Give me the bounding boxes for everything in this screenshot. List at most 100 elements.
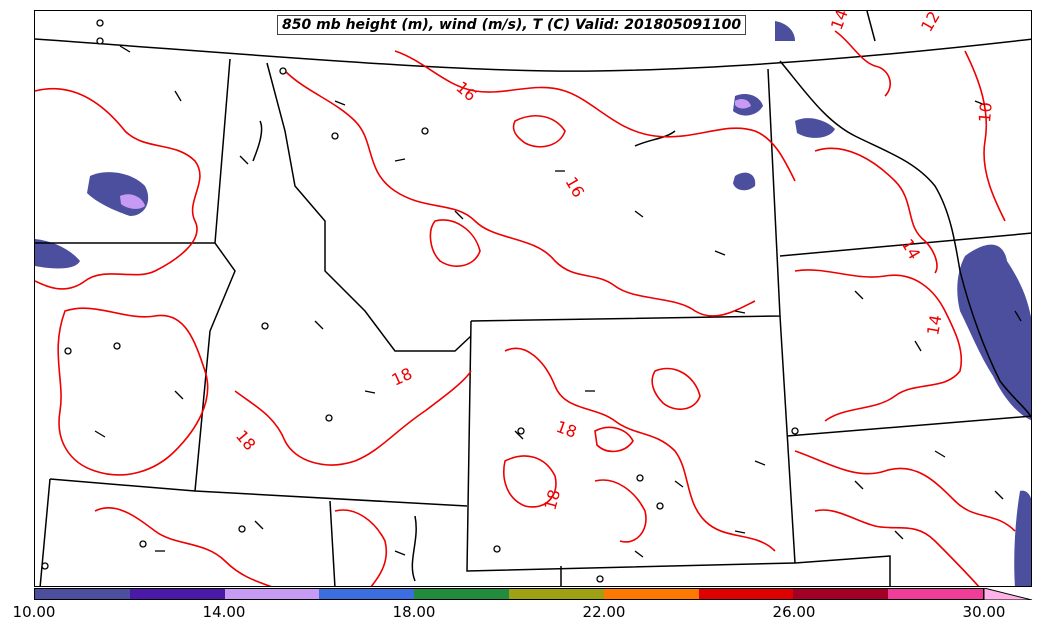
isotherm-contour [429,219,481,267]
calm-wind-marker [41,562,49,570]
calm-wind-marker [96,37,104,45]
wind-barb [334,100,346,106]
isotherm-contour [94,506,272,586]
state-border [786,415,1031,437]
colorbar-segment [319,589,415,599]
colorbar [34,588,984,600]
map-panel: 14 12 10 16 16 14 14 18 18 18 18 [34,10,1032,587]
wind-shading-area [735,98,751,109]
state-border [266,62,472,352]
calm-wind-marker [493,545,501,553]
wind-barb [174,90,182,102]
calm-wind-marker [96,19,104,27]
calm-wind-marker [139,540,147,548]
wind-barb [674,480,684,488]
boundary-layer [35,11,1031,586]
isotherm-contour [394,50,796,182]
isotherm-contour [594,426,634,453]
isotherm-label: 14 [898,236,925,263]
isotherm-contour [964,50,1006,222]
wind-barb [754,460,766,466]
wind-barb [734,530,746,534]
colorbar-segment [793,589,889,599]
wind-shading-area [775,21,795,41]
isotherm-label: 18 [541,487,565,512]
river-border [252,120,676,582]
isotherm-contour [284,70,756,317]
state-border [466,320,796,572]
wind-barb [634,550,644,558]
wind-shading-light-layer [120,98,751,209]
colorbar-segment [414,589,509,599]
isotherm-contour [504,347,776,552]
isotherm-label: 10 [975,101,996,123]
map-canvas: 14 12 10 16 16 14 14 18 18 18 18 [35,11,1031,586]
wind-barb [94,430,106,438]
wind-shading-area [733,172,756,191]
state-border [779,232,1031,257]
isotherm-label: 16 [452,78,480,106]
calm-wind-marker [113,342,121,350]
calm-wind-marker [325,414,333,422]
isotherm-contour [57,307,209,476]
wind-barb [254,520,264,530]
wind-barb [174,390,184,400]
isotherm-contour [794,450,1016,532]
wind-barb [394,550,406,556]
wind-barb [734,310,746,314]
isotherm-layer [35,30,1016,586]
isotherm-contour [503,455,557,508]
isotherm-contour [512,115,566,148]
isotherm-contour [651,367,701,410]
colorbar-extend-arrow [984,588,1033,600]
colorbar-tick-label: 18.00 [392,603,436,621]
wind-barb-layer [94,45,1022,558]
isotherm-label: 18 [554,417,580,442]
isotherm-label: 18 [389,364,415,390]
wind-shading-area [35,239,80,269]
wind-barb [239,155,249,165]
calm-wind-marker [791,427,799,435]
wind-barb [634,210,644,218]
isotherm-contour [35,88,201,290]
isotherm-contour [234,370,472,466]
colorbar-tick-label: 30.00 [962,603,1006,621]
wind-shading-area [87,172,149,216]
state-border [39,478,51,586]
wind-shading-area [120,194,145,209]
wind-barb [854,290,864,300]
wind-barb [514,430,524,440]
colorbar-tick-label: 10.00 [12,603,56,621]
colorbar-segment [508,589,604,599]
isotherm-contour [814,147,938,274]
country-border [35,38,1031,72]
calm-wind-marker [636,474,644,482]
wind-barb [714,250,726,256]
wind-barb [454,210,464,220]
wind-barb [894,530,904,540]
calm-wind-marker [331,132,339,140]
colorbar-segment [888,589,983,599]
isotherm-label-layer: 14 12 10 16 16 14 14 18 18 18 18 [232,11,996,512]
wind-barb [994,490,1004,500]
isotherm-label: 14 [827,11,852,32]
state-border [779,60,1031,419]
isotherm-label: 18 [232,426,260,454]
calm-wind-layer [41,19,799,583]
state-border [794,555,891,586]
wind-barb [1014,310,1022,322]
isotherm-label: 16 [562,174,589,201]
colorbar-segment [224,589,320,599]
calm-wind-marker [279,67,287,75]
state-border [194,58,236,492]
wind-barb [364,390,376,394]
isotherm-label: 12 [917,11,944,35]
isotherm-label: 14 [923,313,945,336]
wind-shading-area [1014,490,1031,586]
wind-shading-area [957,244,1031,421]
colorbar-segment [698,589,794,599]
isotherm-contour [814,509,980,586]
wind-barb [914,340,922,352]
wind-barb [974,100,986,106]
state-border [329,500,336,586]
